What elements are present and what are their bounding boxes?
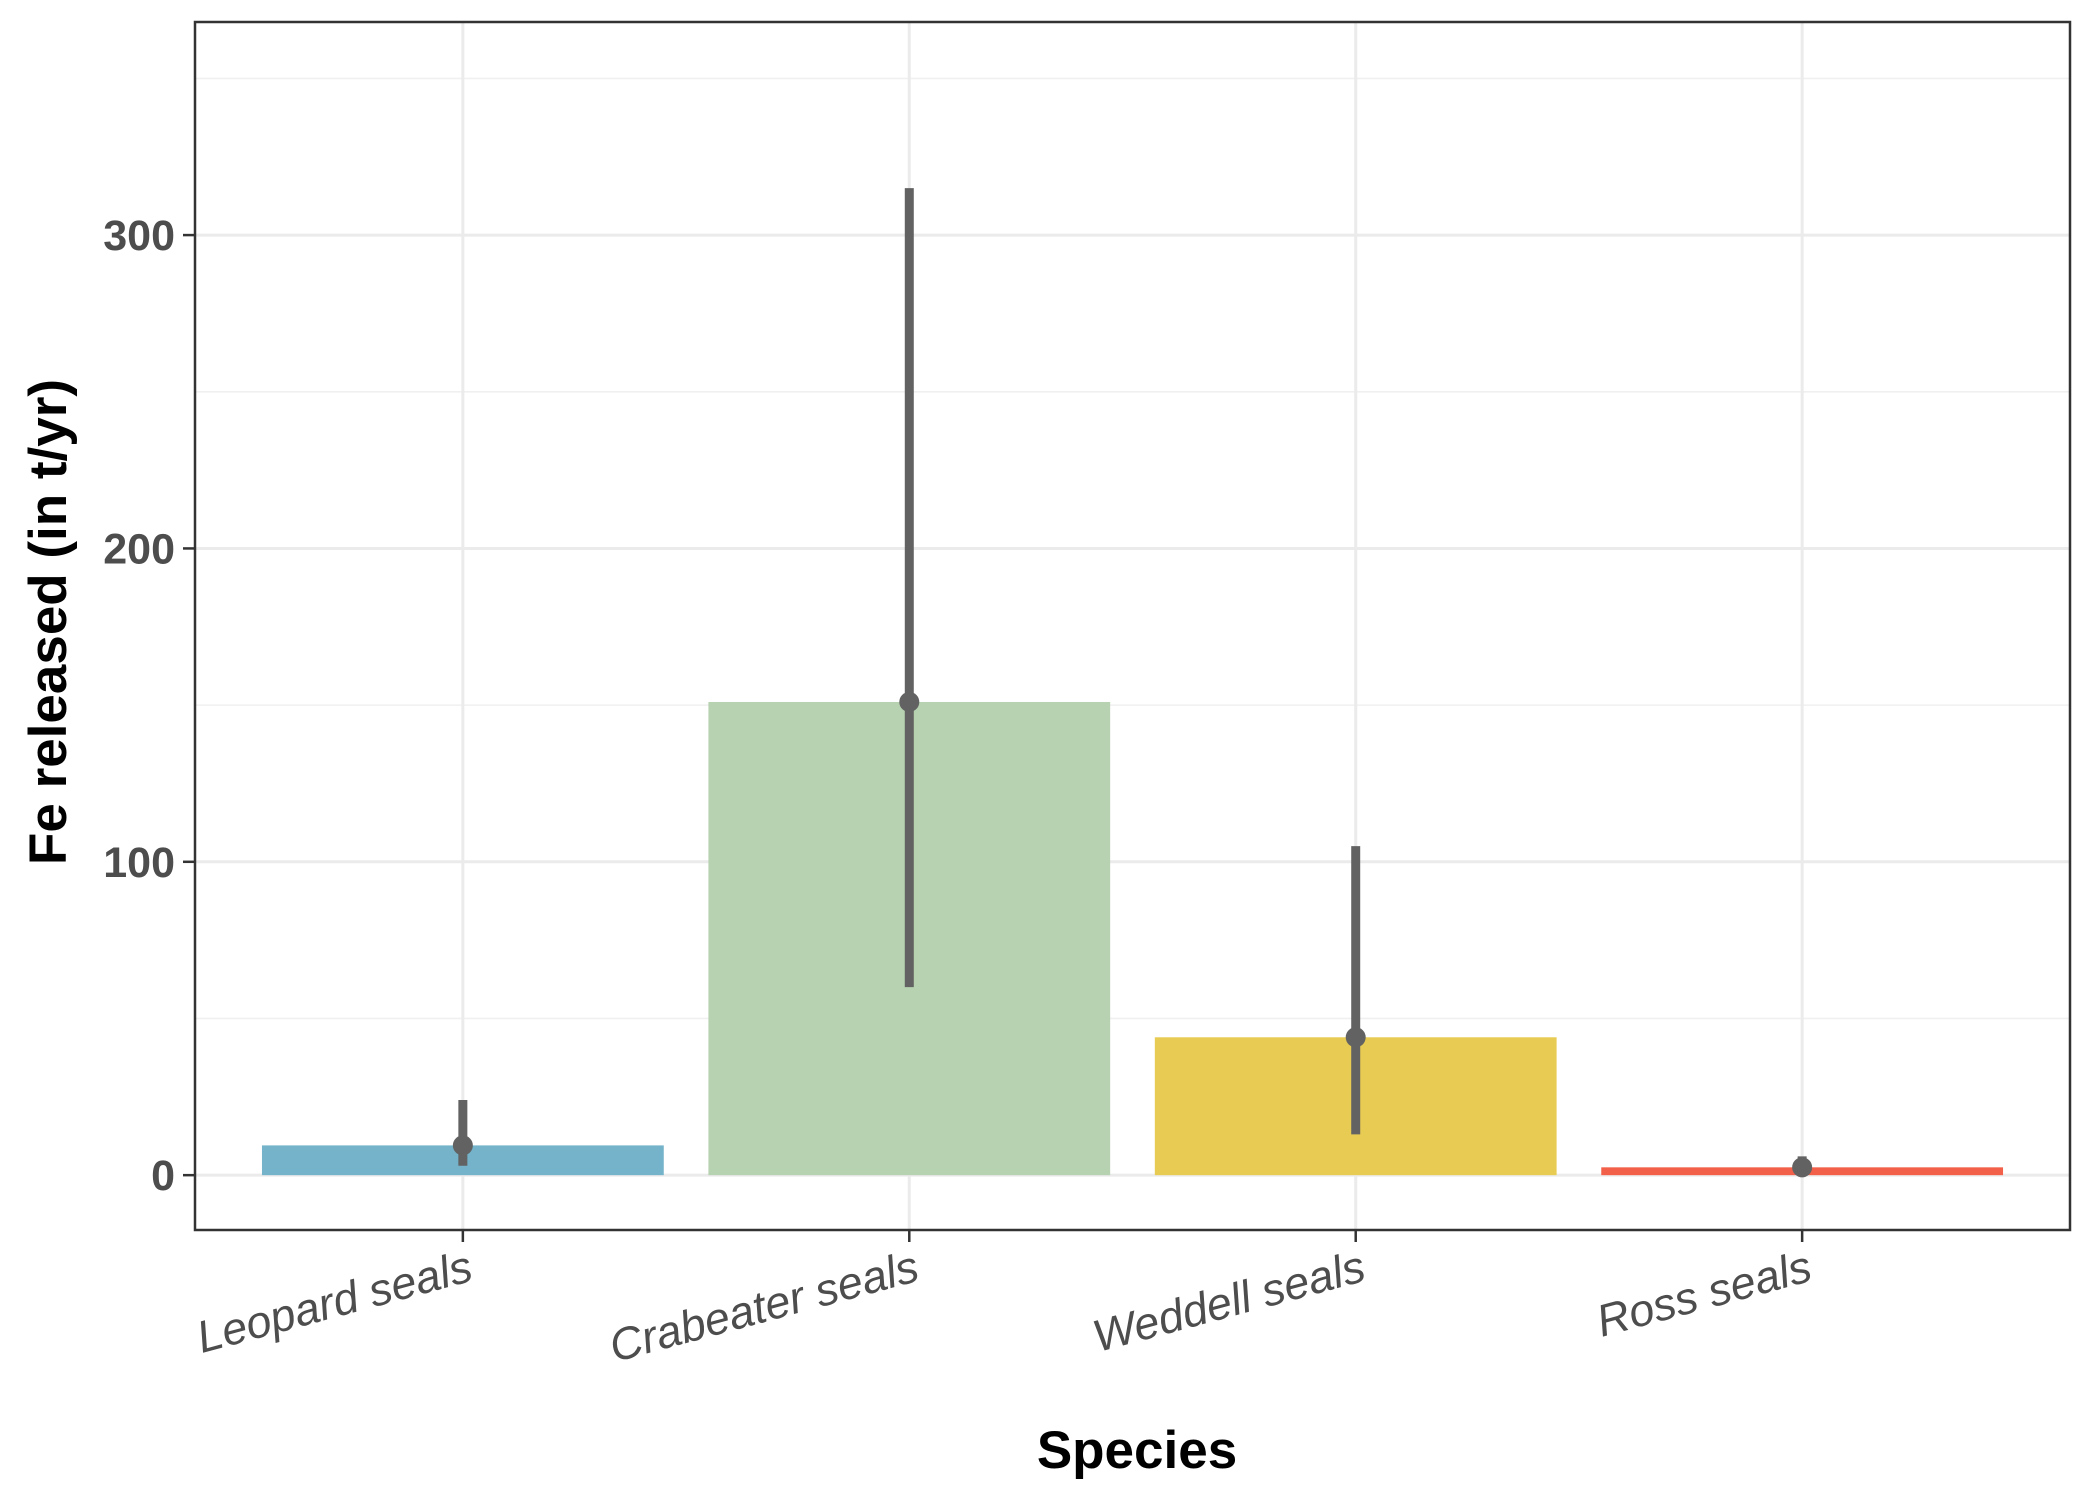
x-axis-title: Species — [1037, 1421, 1237, 1480]
point-estimate — [1345, 1027, 1366, 1048]
error-bars — [452, 188, 1813, 1178]
point-estimate — [1792, 1157, 1813, 1178]
y-axis-title: Fe released (in t/yr) — [19, 379, 78, 865]
y-tick-label: 200 — [103, 525, 175, 573]
point-estimate — [899, 691, 920, 712]
y-tick-label: 0 — [151, 1152, 175, 1200]
point-estimate — [452, 1135, 473, 1156]
y-tick-label: 300 — [103, 212, 175, 260]
bars — [261, 701, 2004, 1176]
panel-border — [193, 20, 2072, 1232]
y-tick-label: 100 — [103, 839, 175, 887]
